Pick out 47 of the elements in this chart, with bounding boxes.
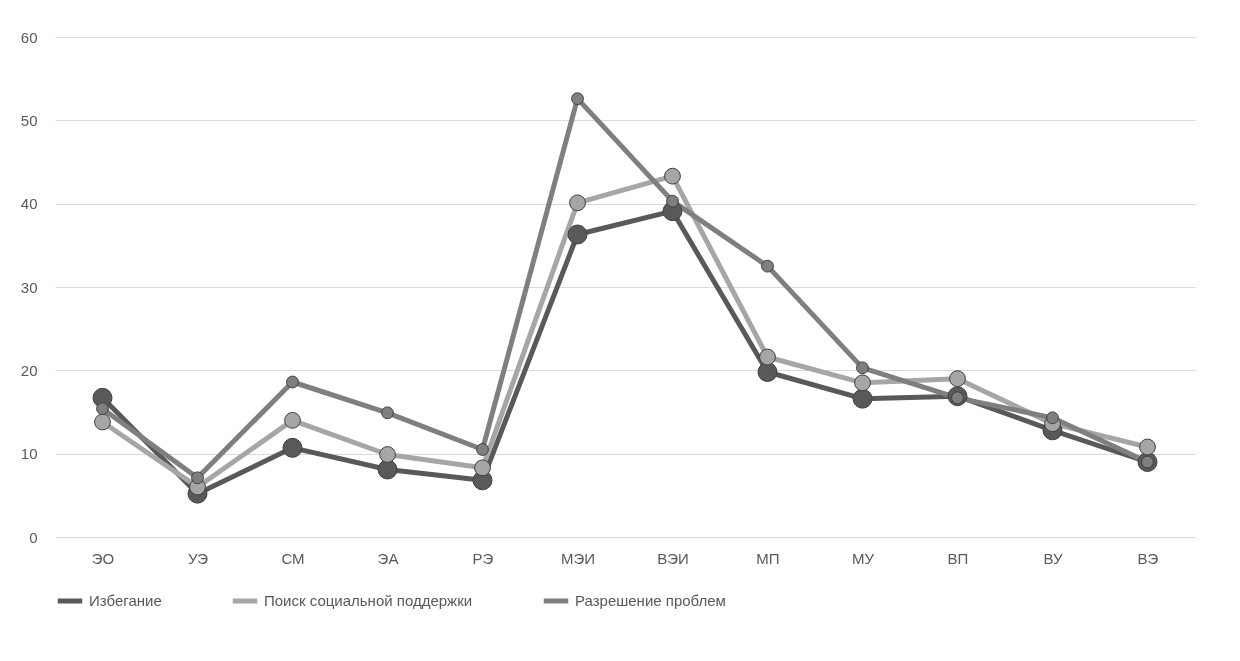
point (1139, 438, 1156, 456)
y-tick-label: 40 (20, 195, 38, 213)
x-tick-label: ЭА (377, 549, 399, 567)
x-tick-label: УЭ (188, 549, 209, 567)
point (96, 402, 109, 416)
x-tick-label: МУ (851, 549, 875, 567)
point (1046, 411, 1059, 425)
point (381, 406, 394, 420)
point (949, 370, 966, 388)
x-tick-label: ВЭИ (657, 549, 689, 567)
x-tick-label: РЭ (472, 549, 494, 567)
point (476, 443, 489, 456)
point (664, 167, 681, 185)
point (569, 194, 586, 212)
y-tick-label: 0 (29, 528, 38, 546)
y-tick-label: 30 (20, 278, 38, 296)
point (759, 348, 776, 366)
x-tick-label: ВП (947, 549, 969, 567)
x-tick-label: СМ (281, 549, 305, 567)
legend-label: Разрешение проблем (575, 592, 726, 609)
point (474, 459, 491, 477)
y-tick-label: 50 (20, 111, 38, 129)
point (666, 194, 679, 208)
point (282, 437, 303, 458)
point (191, 471, 204, 485)
y-tick-label: 10 (20, 445, 38, 463)
legend-label: Избегание (89, 592, 162, 609)
x-tick-label: ЭО (91, 549, 115, 567)
point (856, 361, 869, 375)
point (854, 374, 871, 392)
y-tick-label: 60 (20, 28, 38, 46)
point (379, 446, 396, 463)
point (286, 375, 299, 389)
y-tick-label: 20 (20, 361, 38, 379)
x-tick-label: ВУ (1043, 549, 1063, 567)
point (757, 362, 778, 382)
point (567, 224, 588, 245)
point (761, 259, 774, 273)
point (377, 459, 398, 480)
legend-label: Поиск социальной поддержки (264, 592, 473, 609)
point (94, 413, 111, 431)
x-tick-label: ВЭ (1137, 549, 1159, 567)
point (852, 388, 873, 409)
x-tick-label: МП (756, 549, 780, 567)
point (284, 411, 301, 429)
point (571, 92, 584, 106)
x-tick-label: МЭИ (560, 549, 596, 567)
